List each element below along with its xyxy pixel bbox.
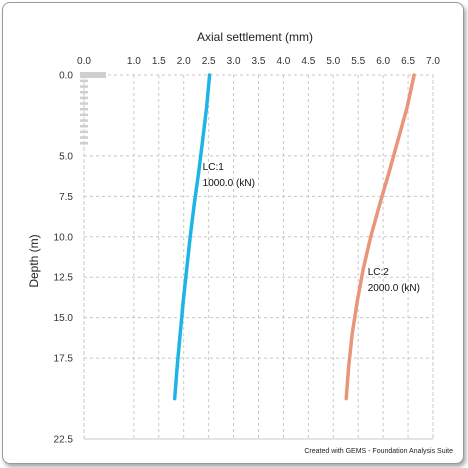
pile-segment-marker [80,102,88,105]
series [172,73,416,401]
pile-segment-marker [80,107,88,111]
pile-segment-marker [80,141,88,145]
pile-segment-marker [80,119,88,122]
x-tick-label: 3.5 [252,56,266,67]
pile-segment-marker [80,96,88,100]
y-tick-label: 12.5 [54,273,74,284]
x-tick-label: 3.0 [227,56,241,67]
settlement-chart: 0.0 1.0 1.5 2.0 2.5 3.0 3.5 4.0 4.5 5.0 5.5 6.0 6.5 7… [27,30,440,446]
pile-segment-marker [80,79,88,83]
x-tick-label: 6.0 [376,56,390,67]
series-label-2-line-2: 2000.0 (kN) [368,283,420,294]
series-labels: LC:1 1000.0 (kN) LC:2 2000.0 (kN) [203,162,420,294]
y-tick-labels: 0.0 5.0 7.5 10.0 12.5 15.0 17.5 22.5 [54,71,74,446]
pile-head-marker [80,72,106,78]
x-tick-label: 5.0 [326,56,340,67]
series-line-2 [344,73,416,401]
y-tick-label: 22.5 [54,435,74,446]
x-tick-label: 2.5 [202,56,216,67]
x-tick-label: 4.0 [276,56,290,67]
x-tick-labels: 0.0 1.0 1.5 2.0 2.5 3.0 3.5 4.0 4.5 5.0 5.5 6.0 6.5 7… [77,56,440,67]
x-tick-label: 5.5 [351,56,365,67]
chart-frame: 0.0 1.0 1.5 2.0 2.5 3.0 3.5 4.0 4.5 5.0 5.5 6.0 6.5 7… [2,2,464,464]
pile-segment-marker [80,90,88,94]
x-tick-label: 1.0 [127,56,141,67]
x-axis-title: Axial settlement (mm) [197,30,313,44]
y-tick-label: 7.5 [59,192,73,203]
y-tick-label: 10.0 [54,232,74,243]
y-tick-label: 17.5 [54,354,74,365]
y-axis-title: Depth (m) [27,234,41,287]
y-tick-label: 5.0 [59,151,73,162]
x-tick-label: 2.0 [177,56,191,67]
pile-segment-marker [80,124,88,128]
pile-segment-marker [80,85,88,88]
y-tick-label: 0.0 [59,71,73,82]
x-tick-label: 6.5 [401,56,415,67]
pile-marker [80,72,106,145]
grid [83,74,434,440]
pile-segment-marker [80,136,88,139]
series-label-1-line-2: 1000.0 (kN) [203,178,255,189]
x-tick-label: 7.0 [426,56,440,67]
series-label-2-line-1: LC:2 [368,267,390,278]
y-tick-label: 15.0 [54,313,74,324]
series-line-1 [172,73,212,401]
pile-segment-marker [80,130,88,134]
series-label-1-line-1: LC:1 [203,162,225,173]
footer-credit: Created with GEMS - Foundation Analysis … [304,448,453,455]
x-tick-label: 1.5 [152,56,166,67]
pile-segment-marker [80,113,88,117]
x-tick-label: 0.0 [77,56,91,67]
x-tick-label: 4.5 [301,56,315,67]
